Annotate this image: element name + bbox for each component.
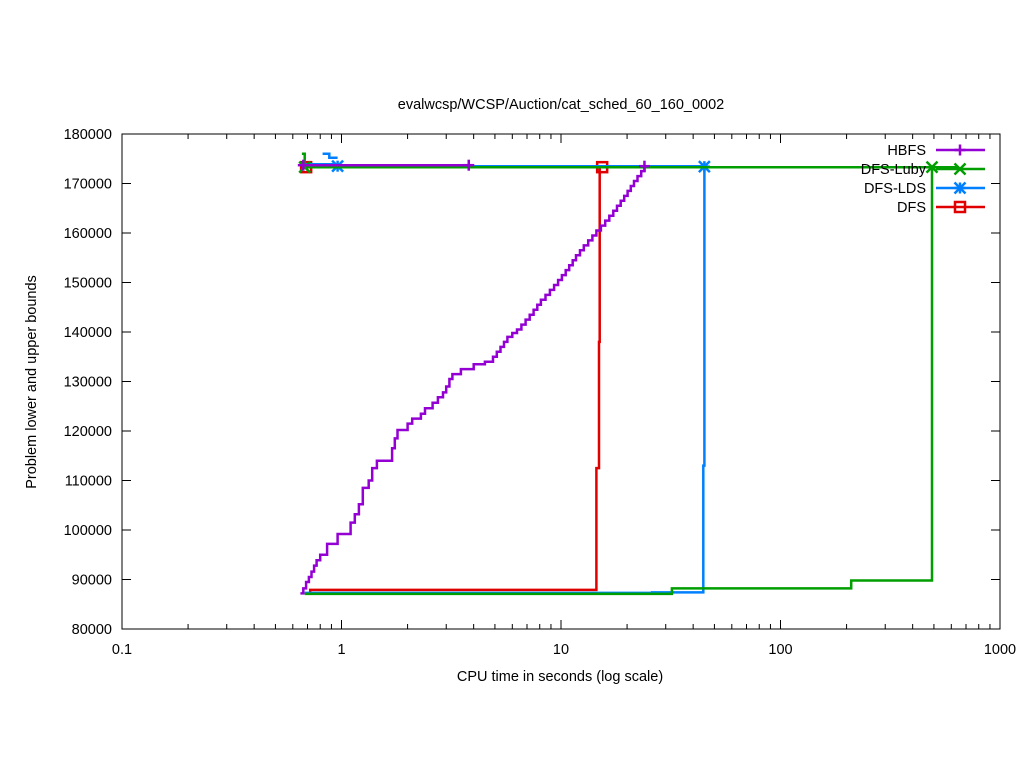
- y-tick-label: 120000: [64, 424, 112, 440]
- legend: HBFS DFS-Luby DFS-LDS DFS: [861, 143, 985, 216]
- y-tick-label: 150000: [64, 276, 112, 292]
- series-layer: [297, 152, 959, 596]
- series-line-lower: [304, 165, 959, 596]
- y-tick-label: 110000: [65, 474, 112, 490]
- legend-label: DFS-Luby: [861, 162, 927, 178]
- x-tick-label: 1000: [984, 642, 1016, 658]
- data-point-marker: [297, 159, 309, 171]
- legend-label: DFS: [897, 200, 926, 216]
- y-tick-label: 170000: [64, 177, 112, 193]
- y-tick-label: 80000: [72, 622, 112, 638]
- series-dfs-lds: [304, 152, 711, 595]
- y-tick-label: 90000: [72, 573, 112, 589]
- legend-marker: [953, 181, 967, 195]
- y-tick-label: 100000: [64, 523, 112, 539]
- plot-frame: [121, 133, 1001, 630]
- series-line-upper: [301, 152, 932, 169]
- x-tick-label: 1: [337, 642, 345, 658]
- series-dfs: [299, 160, 609, 595]
- legend-marker: [953, 162, 967, 176]
- chart-title: evalwcsp/WCSP/Auction/cat_sched_60_160_0…: [398, 97, 724, 113]
- series-line-lower: [300, 167, 646, 595]
- y-axis-label: Problem lower and upper bounds: [24, 275, 40, 489]
- x-tick-label: 100: [768, 642, 792, 658]
- series-line-extra_upper: [322, 152, 338, 160]
- legend-label: HBFS: [887, 143, 926, 159]
- legend-label: DFS-LDS: [864, 181, 926, 197]
- axis-ticks: [121, 133, 1001, 630]
- data-point-marker: [638, 160, 650, 172]
- legend-marker: [954, 144, 966, 156]
- y-tick-label: 180000: [64, 127, 112, 143]
- data-point-marker: [463, 159, 475, 171]
- y-tick-label: 140000: [64, 325, 112, 341]
- data-point-marker: [298, 160, 312, 174]
- series-line-lower: [304, 167, 706, 595]
- x-tick-label: 0.1: [112, 642, 132, 658]
- y-tick-label: 130000: [64, 375, 112, 391]
- legend-marker: [953, 200, 967, 214]
- legend-item: HBFS: [887, 143, 985, 159]
- axis-tick-labels: 80000 90000 100000 110000 120000 130000 140000…: [64, 127, 1017, 658]
- series-dfs-luby: [298, 152, 959, 596]
- legend-item: DFS-LDS: [864, 181, 985, 197]
- legend-item: DFS-Luby: [861, 162, 985, 178]
- legend-item: DFS: [897, 200, 985, 216]
- x-axis-label: CPU time in seconds (log scale): [457, 669, 663, 685]
- y-tick-label: 160000: [64, 226, 112, 242]
- series-hbfs: [297, 159, 650, 595]
- data-point-marker: [925, 160, 939, 174]
- x-tick-label: 10: [553, 642, 569, 658]
